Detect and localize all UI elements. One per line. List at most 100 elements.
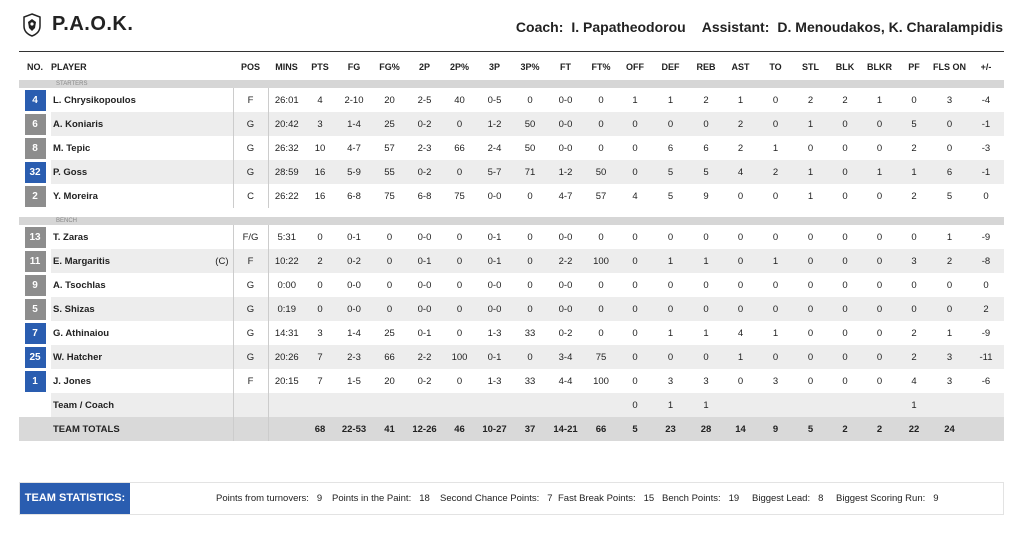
player-row[interactable]: 11 E. Margaritis (C) F 10:22 2 0-2 0 0-1 0 0-1 0 2-2… — [19, 249, 1004, 273]
stat-cell: 3 — [897, 249, 931, 273]
stat-cell: 0 — [632, 231, 638, 243]
stat-cell: C — [233, 184, 269, 208]
stat-cell: 2-3 — [417, 142, 432, 154]
stat-cell: 1 — [652, 393, 689, 417]
column-header: BLKR — [867, 62, 892, 72]
total-cell: 68 — [305, 417, 335, 441]
team-name: P.A.O.K. — [52, 13, 134, 35]
player-name: A. Koniaris — [53, 118, 104, 130]
stat-cell: 75 — [454, 190, 465, 202]
player-row[interactable]: 2 Y. Moreira C 26:22 16 6-8 75 6-8 75 0-0 0 4-7 57 4 5… — [19, 184, 1004, 208]
column-header: PF — [908, 62, 920, 72]
stat-cell: 4-7 — [558, 190, 573, 202]
column-header: AST — [731, 62, 750, 72]
player-name: A. Tsochlas — [53, 279, 106, 291]
player-name-cell: Y. Moreira — [51, 184, 234, 208]
stat-cell: 0 — [618, 345, 652, 369]
stat-cell: 0 — [793, 249, 828, 273]
stat-cell: 0 — [828, 112, 862, 136]
stat-cell: -1 — [968, 160, 1004, 184]
player-row[interactable]: 7 G. Athinaiou G 14:31 3 1-4 25 0-1 0 1-3 33 0-2 0 0 1… — [19, 321, 1004, 345]
stat-cell: 0 — [876, 231, 883, 243]
column-header: 3P — [488, 62, 500, 72]
stat-cell: 0-2 — [406, 112, 443, 136]
stat-cell: 0 — [618, 249, 652, 273]
stat-cell: 2 — [842, 94, 848, 106]
stat-cell: F — [233, 88, 269, 112]
stat-cell — [758, 393, 793, 417]
player-row[interactable]: 5 S. Shizas G 0:19 0 0-0 0 0-0 0 0-0 0 0-0 0 0 0 0 0 0 0 0 0… — [19, 297, 1004, 321]
stat-cell: 0 — [652, 112, 689, 136]
player-row[interactable]: 9 A. Tsochlas G 0:00 0 0-0 0 0-0 0 0-0 0 0-0 0 0 0 0 0 0 0… — [19, 273, 1004, 297]
stat-cell — [584, 393, 618, 417]
stat-cell: 0-2 — [335, 249, 373, 273]
column-header: FT — [560, 62, 571, 72]
column-header: POS — [240, 62, 260, 72]
stat-cell — [373, 393, 406, 417]
stat-cell: 0 — [513, 249, 547, 273]
player-row[interactable]: 1 J. Jones F 20:15 7 1-5 20 0-2 0 1-3 33 4-4 100 0 3 3 0… — [19, 369, 1004, 393]
stat-cell: 1 — [793, 112, 828, 136]
stat-cell: 4 — [723, 160, 758, 184]
stat-cell: 0 — [862, 345, 897, 369]
player-row[interactable]: 6 A. Koniaris G 20:42 3 1-4 25 0-2 0 1-2 50 0-0 0 0 0 0… — [19, 112, 1004, 136]
team-stat-value: 18 — [419, 493, 430, 504]
stat-cell: 0 — [703, 231, 709, 243]
player-name-cell: A. Koniaris — [51, 112, 234, 136]
stat-cell: 57 — [595, 190, 607, 202]
stat-cell: 2 — [703, 94, 709, 106]
stat-cell: 100 — [584, 249, 618, 273]
stat-cell: 0-0 — [558, 94, 573, 106]
boxscore-table: NO. PLAYER POS MINS PTS FG FG% 2P 2P% 3P 3P% FT FT% O… — [19, 54, 1004, 441]
stat-cell: 0 — [772, 231, 779, 243]
starters-section-label: STARTERS — [19, 80, 1004, 88]
total-cell: 28 — [689, 417, 723, 441]
column-header-row: NO. PLAYER POS MINS PTS FG FG% 2P 2P% 3P 3P% FT FT% O… — [19, 54, 1004, 80]
stat-cell — [793, 393, 828, 417]
player-row[interactable]: 32 P. Goss G 28:59 16 5-9 55 0-2 0 5-7 71 1-2 50 0 5 5 4… — [19, 160, 1004, 184]
player-row[interactable]: 25 W. Hatcher G 20:26 7 2-3 66 2-2 100 0-1 0 3-4 75 0… — [19, 345, 1004, 369]
team-coach-row: Team / Coach 0 1 1 1 — [19, 393, 1004, 417]
player-row[interactable]: 8 M. Tepic G 26:32 10 4-7 57 2-3 66 2-4 50 0-0 0 0 6 6 2… — [19, 136, 1004, 160]
stat-cell: G — [233, 273, 269, 297]
stat-cell: 0-2 — [417, 375, 432, 387]
player-name-cell: E. Margaritis (C) — [51, 249, 234, 273]
stat-cell: 0 — [667, 231, 674, 243]
stat-cell: G — [233, 345, 269, 369]
player-row[interactable]: 4 L. Chrysikopoulos F 26:01 4 2-10 20 2-5 40 0-5 0… — [19, 88, 1004, 112]
stat-cell: 0 — [632, 142, 638, 154]
stat-cell: 0 — [456, 327, 463, 339]
stat-cell: 0-2 — [558, 327, 573, 339]
player-row[interactable]: 13 T. Zaras F/G 5:31 0 0-1 0 0-0 0 0-1 0 0-0 0 0 0 0 0 0 0… — [19, 225, 1004, 249]
team-statistics-title: TEAM STATISTICS: — [20, 483, 130, 514]
stat-cell: 0 — [737, 279, 744, 291]
team-stat-label: Bench Points: — [662, 493, 721, 504]
stat-cell: 0-1 — [347, 231, 361, 243]
stat-cell: 2 — [897, 345, 931, 369]
column-header: FG% — [379, 62, 400, 72]
stat-cell: 6-8 — [347, 190, 361, 202]
stat-cell: 57 — [384, 142, 395, 154]
stat-cell: 40 — [454, 94, 465, 106]
stat-cell: 3 — [305, 112, 335, 136]
stat-cell: 6 — [931, 160, 968, 184]
stat-cell: 7 — [305, 345, 335, 369]
jersey-number: 8 — [24, 137, 46, 159]
stat-cell — [862, 393, 897, 417]
player-name: E. Margaritis — [53, 255, 111, 267]
stat-cell: 50 — [513, 112, 547, 136]
total-cell: 2 — [828, 417, 862, 441]
team-stat-item: Second Chance Points: 7 — [440, 493, 553, 504]
stat-cell — [723, 393, 758, 417]
stat-cell: 1-3 — [487, 327, 502, 339]
stat-cell: 0 — [317, 231, 323, 243]
stat-cell: 0 — [632, 327, 638, 339]
total-cell — [968, 417, 1004, 441]
stat-cell: 2 — [305, 249, 335, 273]
stat-cell: 7 — [317, 375, 323, 387]
stat-cell: 2-2 — [406, 345, 443, 369]
stat-cell — [931, 393, 968, 417]
stat-cell: 0-1 — [487, 231, 502, 243]
stat-cell: 0 — [456, 279, 463, 291]
total-cell: 66 — [584, 417, 618, 441]
